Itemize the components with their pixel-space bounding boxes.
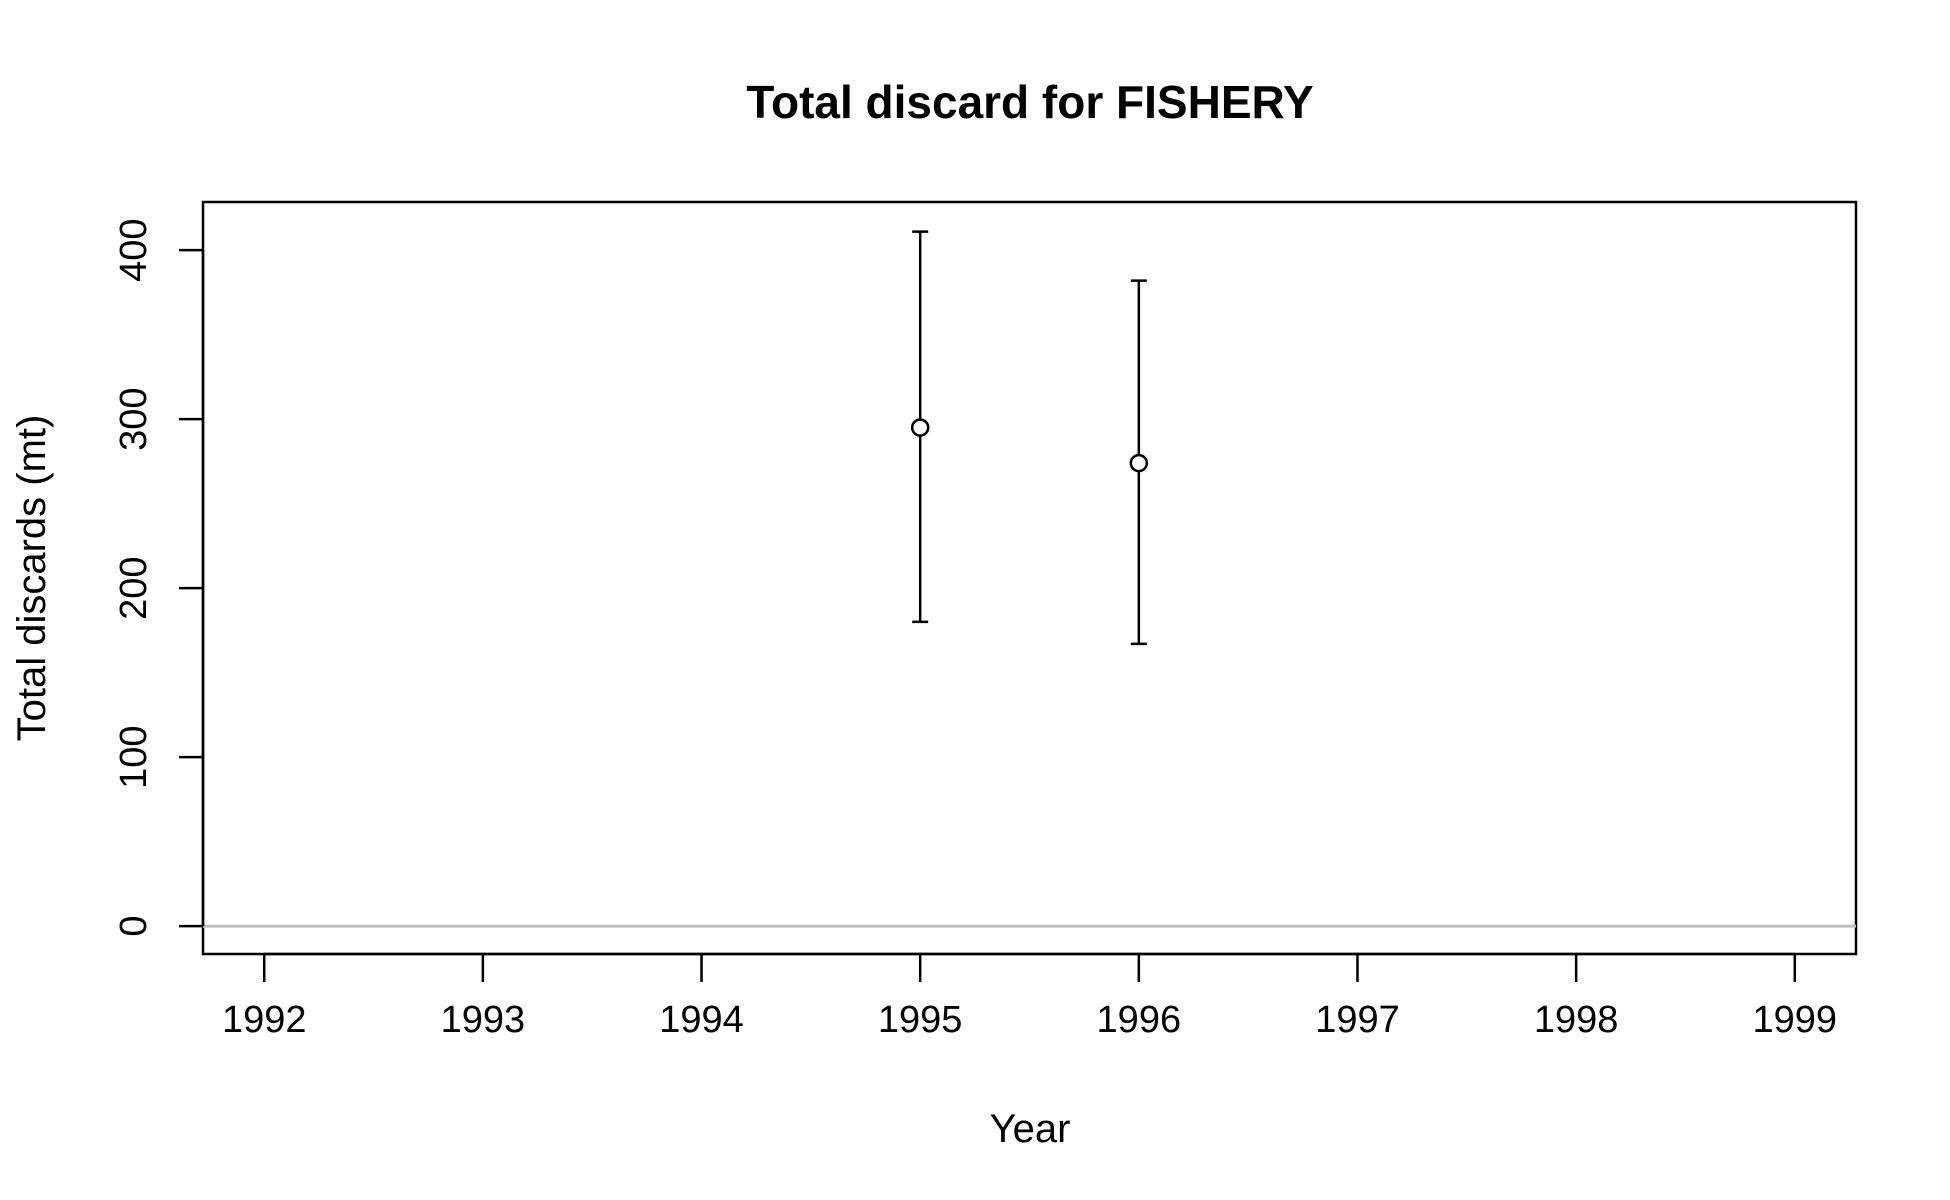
data-point xyxy=(910,418,930,437)
x-tick-label: 1998 xyxy=(1534,999,1619,1041)
x-tick-label: 1993 xyxy=(441,999,526,1041)
x-axis: 1992 1993 1994 1995 1996 1997 1998 1999 xyxy=(222,952,1838,1041)
data-point xyxy=(1129,453,1149,473)
plot-frame xyxy=(201,200,1858,956)
y-tick-label: 200 xyxy=(113,556,155,619)
x-tick-label: 1999 xyxy=(1753,999,1838,1041)
y-axis-label: Total discards (mt) xyxy=(10,415,54,742)
x-tick-label: 1997 xyxy=(1315,999,1400,1041)
chart-title: Total discard for FISHERY xyxy=(746,76,1313,128)
x-tick-label: 1996 xyxy=(1097,999,1182,1041)
error-bars xyxy=(912,230,1147,646)
y-tick-label: 300 xyxy=(113,387,155,450)
y-tick-label: 400 xyxy=(113,218,155,281)
y-tick-label: 100 xyxy=(113,725,155,788)
x-tick-label: 1995 xyxy=(878,999,963,1041)
x-tick-label: 1992 xyxy=(222,999,307,1041)
x-axis-label: Year xyxy=(990,1107,1071,1151)
y-tick-label: 0 xyxy=(113,916,155,937)
data-points xyxy=(910,418,1149,473)
x-tick-label: 1994 xyxy=(659,999,744,1041)
y-axis: 0 100 200 300 400 xyxy=(113,218,205,937)
